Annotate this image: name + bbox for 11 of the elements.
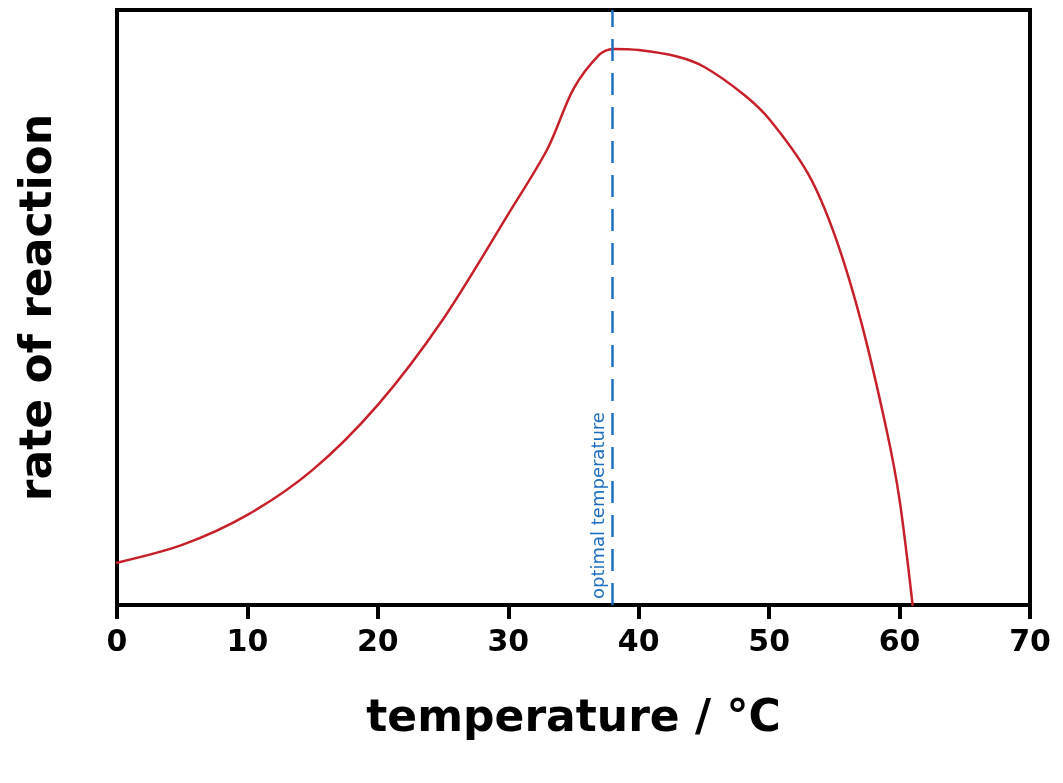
x-axis-title: temperature / °C <box>366 689 781 741</box>
x-tick-label: 30 <box>487 622 530 658</box>
ref-line-label: optimal temperature <box>587 412 609 599</box>
x-tick-label: 60 <box>878 622 921 658</box>
x-tick-label: 50 <box>748 622 791 658</box>
x-tick-label: 40 <box>617 622 660 658</box>
x-tick-label: 70 <box>1009 622 1051 658</box>
x-tick-label: 10 <box>226 622 269 658</box>
y-axis-title: rate of reaction <box>9 113 61 502</box>
x-tick-label: 20 <box>356 622 399 658</box>
x-tick-label: 0 <box>106 622 128 658</box>
